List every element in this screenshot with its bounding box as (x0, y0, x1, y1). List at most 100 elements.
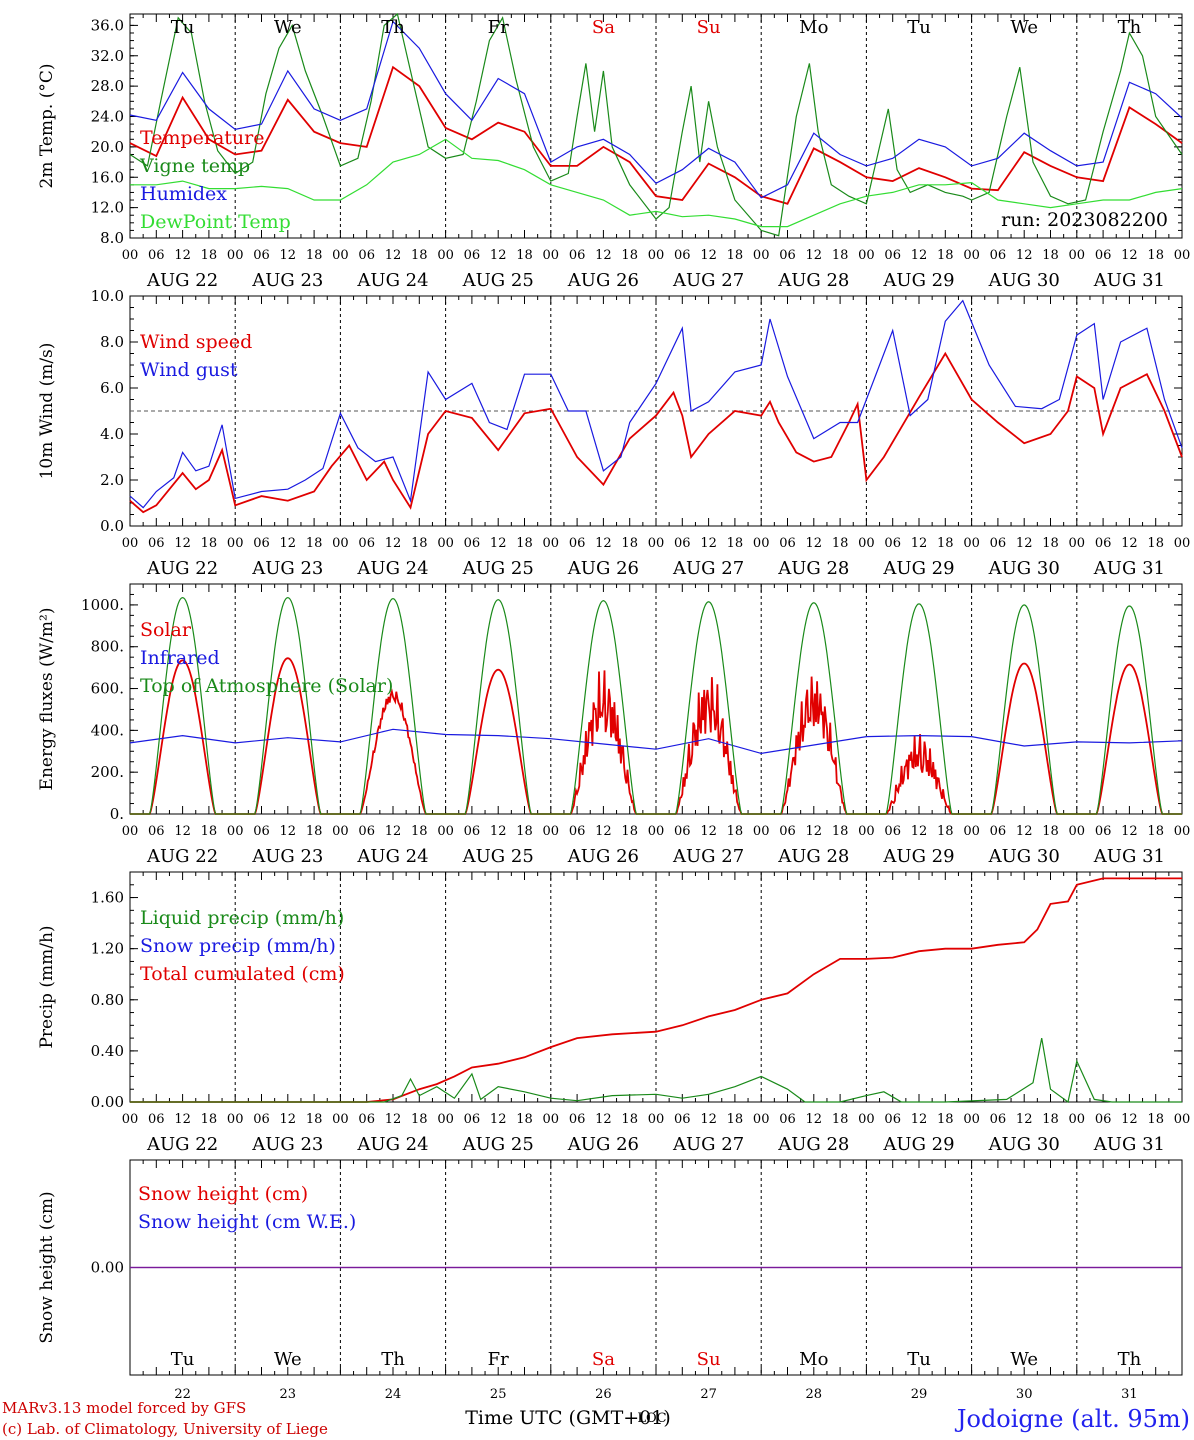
hour-label: 18 (306, 536, 323, 551)
day-of-week-label: Th (1118, 1349, 1142, 1370)
hour-label: 00 (648, 248, 665, 263)
hour-label: 18 (201, 248, 218, 263)
series-infrared (129, 728, 1183, 755)
hour-label: 00 (858, 824, 875, 839)
hour-label: 12 (806, 1112, 823, 1127)
hour-label: 06 (779, 248, 796, 263)
date-label: AUG 25 (462, 1134, 534, 1155)
hour-label: 00 (648, 536, 665, 551)
hour-label: 18 (727, 536, 744, 551)
series-total-cumulated-cm- (130, 877, 1182, 1103)
hour-label: 12 (280, 536, 297, 551)
hour-label: 00 (437, 248, 454, 263)
hour-label: 00 (122, 1112, 139, 1127)
day-number-label: 25 (490, 1387, 507, 1402)
hour-label: 12 (1121, 536, 1138, 551)
hour-label: 18 (832, 536, 849, 551)
hour-label: 06 (358, 248, 375, 263)
hour-label: 06 (1095, 824, 1112, 839)
date-label: AUG 29 (882, 270, 954, 291)
hour-label: 12 (385, 536, 402, 551)
day-number-label: 23 (280, 1387, 297, 1402)
date-label: AUG 24 (356, 270, 428, 291)
series-temperature (129, 65, 1183, 205)
hour-label: 00 (753, 1112, 770, 1127)
day-of-week-label: Tu (907, 1349, 931, 1370)
hour-label: 06 (674, 248, 691, 263)
hour-label: 18 (937, 824, 954, 839)
hour-label: 00 (1069, 536, 1086, 551)
hour-label: 18 (937, 1112, 954, 1127)
hour-label: 00 (1069, 248, 1086, 263)
hour-label: 12 (490, 1112, 507, 1127)
hour-label: 06 (148, 248, 165, 263)
date-label: AUG 30 (988, 270, 1060, 291)
hour-label: 18 (937, 248, 954, 263)
date-label: AUG 22 (146, 1134, 218, 1155)
hour-label: 06 (674, 824, 691, 839)
day-of-week-label: Sa (592, 17, 615, 38)
day-number-label: 29 (911, 1387, 928, 1402)
hour-label: 12 (700, 536, 717, 551)
y-axis-label: 10m Wind (m/s) (37, 343, 57, 480)
hour-label: 00 (753, 248, 770, 263)
series-vigne-temp (129, 12, 1183, 237)
hour-label: 12 (1016, 536, 1033, 551)
day-of-week-label: Mo (799, 1349, 828, 1370)
hour-label: 18 (621, 1112, 638, 1127)
hour-label: 06 (253, 1112, 270, 1127)
date-label: AUG 30 (988, 558, 1060, 579)
hour-label: 06 (990, 824, 1007, 839)
day-of-week-label: Th (381, 17, 405, 38)
hour-label: 18 (1147, 248, 1164, 263)
day-of-week-label: We (274, 1349, 302, 1370)
day-of-week-label: Sa (592, 1349, 615, 1370)
date-label: AUG 30 (988, 846, 1060, 867)
hour-label: 12 (595, 1112, 612, 1127)
hour-label: 12 (385, 824, 402, 839)
series-dewpoint-temp (130, 138, 1183, 228)
hour-label: 06 (1095, 536, 1112, 551)
hour-label: 12 (911, 248, 928, 263)
hour-label: 06 (253, 248, 270, 263)
hour-label: 18 (411, 248, 428, 263)
hour-label: 12 (174, 536, 191, 551)
legend-entry: Vigne temp (139, 155, 250, 177)
x-axis-title: Time UTC (GMT+01) (465, 1407, 671, 1429)
hour-label: 00 (227, 1112, 244, 1127)
hour-label: 18 (621, 536, 638, 551)
run-label: run: 2023082200 (1001, 209, 1168, 231)
hour-label: 06 (253, 824, 270, 839)
hour-label: 18 (306, 824, 323, 839)
date-label: AUG 31 (1093, 1134, 1165, 1155)
hour-label: 18 (1042, 824, 1059, 839)
hour-label: 00 (963, 1112, 980, 1127)
hour-label: 00 (858, 248, 875, 263)
hour-label: 06 (569, 824, 586, 839)
date-label: AUG 26 (567, 270, 639, 291)
date-label: AUG 26 (567, 1134, 639, 1155)
y-tick-label: 28.0 (91, 77, 124, 95)
x-axis-title-overlap: LOC (637, 1411, 666, 1426)
hour-label: 12 (1016, 1112, 1033, 1127)
date-label: AUG 24 (356, 846, 428, 867)
hour-label: 18 (1147, 1112, 1164, 1127)
hour-label: 18 (201, 824, 218, 839)
hour-label: 06 (990, 248, 1007, 263)
y-tick-label: 400. (91, 721, 124, 739)
panel-4: 0.00 0.40 0.80 1.20 1.60 Precip (mm/h) Liquid … (37, 871, 1190, 1155)
hour-label: 06 (253, 536, 270, 551)
hour-label: 18 (411, 1112, 428, 1127)
date-label: AUG 31 (1093, 558, 1165, 579)
hour-label: 12 (700, 248, 717, 263)
hour-label: 00 (122, 536, 139, 551)
hour-label: 18 (411, 536, 428, 551)
date-label: AUG 28 (777, 558, 849, 579)
hour-label: 18 (832, 248, 849, 263)
y-tick-label: 1000. (81, 596, 124, 614)
hour-label: 18 (937, 536, 954, 551)
hour-label: 18 (621, 824, 638, 839)
hour-label: 12 (806, 824, 823, 839)
y-tick-label: 0. (110, 805, 124, 823)
y-axis-label: 2m Temp. (°C) (37, 63, 57, 188)
